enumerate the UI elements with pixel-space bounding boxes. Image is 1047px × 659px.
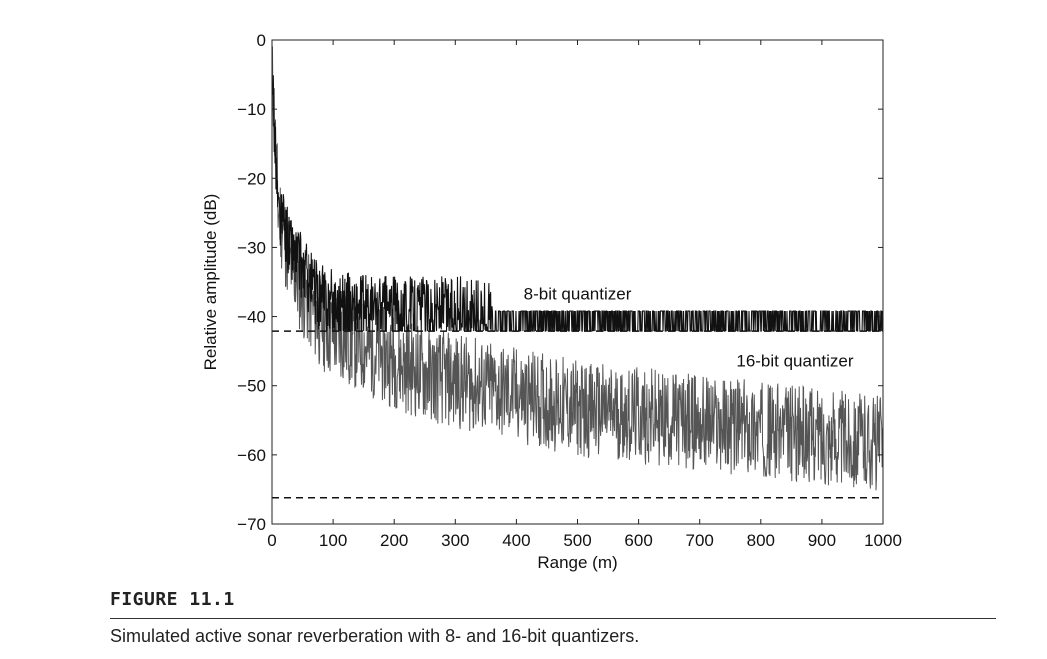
figure-caption: Simulated active sonar reverberation wit… <box>110 626 640 646</box>
x-tick-label: 700 <box>686 531 714 550</box>
series-16bit-line <box>271 46 884 491</box>
figure-label: FIGURE 11.1 <box>110 589 235 610</box>
figure-panel: 0 100 200 300 400 500 600 700 800 900 1000 0 −10 −20 −… <box>200 28 908 578</box>
y-axis-title: Relative amplitude (dB) <box>201 194 220 371</box>
x-tick-label: 0 <box>267 531 276 550</box>
y-tick-label: −20 <box>237 169 266 188</box>
x-tick-label: 500 <box>563 531 591 550</box>
y-tick-label: −10 <box>237 100 266 119</box>
x-tick-label: 200 <box>380 531 408 550</box>
x-tick-label: 1000 <box>864 531 902 550</box>
x-tick-label: 400 <box>502 531 530 550</box>
y-tick-label: −40 <box>237 308 266 327</box>
x-tick-label: 600 <box>624 531 652 550</box>
y-tick-label: −60 <box>237 446 266 465</box>
chart: 0 100 200 300 400 500 600 700 800 900 1000 0 −10 −20 −… <box>201 31 902 572</box>
annotation-16bit-quantizer: 16-bit quantizer <box>736 351 854 370</box>
x-tick-label: 100 <box>319 531 347 550</box>
y-tick-label: −70 <box>237 515 266 534</box>
y-tick-label: −50 <box>237 377 266 396</box>
x-tick-label: 900 <box>808 531 836 550</box>
y-tick-label: 0 <box>257 31 266 50</box>
x-axis-title: Range (m) <box>537 553 617 572</box>
x-tick-label: 800 <box>747 531 775 550</box>
series-8bit-line <box>271 75 884 333</box>
caption-divider <box>110 618 996 619</box>
x-tick-label: 300 <box>441 531 469 550</box>
annotation-8bit-quantizer: 8-bit quantizer <box>524 284 632 303</box>
y-tick-label: −30 <box>237 238 266 257</box>
